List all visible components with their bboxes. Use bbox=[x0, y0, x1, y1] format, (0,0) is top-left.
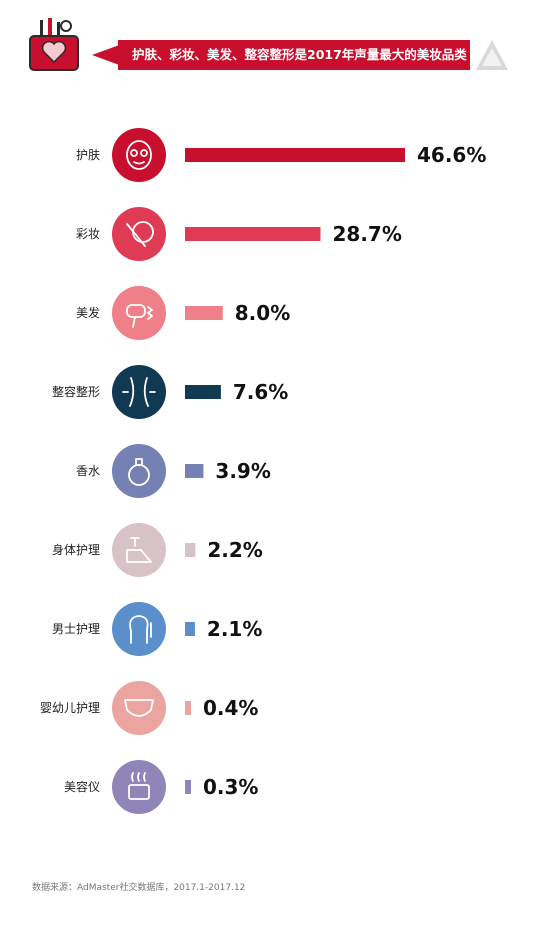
bar bbox=[185, 464, 204, 478]
bar bbox=[185, 622, 195, 636]
category-label: 美容仪 bbox=[64, 779, 100, 794]
bar bbox=[185, 780, 191, 794]
face-mask-icon bbox=[112, 128, 166, 182]
category-label: 香水 bbox=[76, 464, 100, 478]
value-label: 7.6% bbox=[233, 380, 288, 404]
bar bbox=[185, 148, 405, 162]
bar bbox=[185, 306, 223, 320]
page-title: 护肤、彩妆、美发、整容整形是2017年声量最大的美妆品类 bbox=[118, 40, 470, 70]
bar bbox=[185, 701, 191, 715]
foot-care-icon bbox=[112, 523, 166, 577]
category-label: 婴幼儿护理 bbox=[40, 701, 100, 715]
perfume-bottle-icon bbox=[112, 444, 166, 498]
diaper-icon bbox=[112, 681, 166, 735]
data-source-note: 数据来源：AdMaster社交数据库，2017.1-2017.12 bbox=[32, 883, 246, 893]
makeup-bag-icon bbox=[29, 18, 79, 71]
category-label: 护肤 bbox=[76, 147, 100, 162]
category-label: 整容整形 bbox=[52, 384, 100, 399]
value-label: 2.2% bbox=[207, 538, 262, 562]
hair-dryer-icon bbox=[112, 286, 166, 340]
value-label: 46.6% bbox=[417, 143, 486, 167]
value-label: 2.1% bbox=[207, 617, 262, 641]
body-contour-icon bbox=[112, 365, 166, 419]
makeup-brush-icon bbox=[112, 207, 166, 261]
bar bbox=[185, 543, 196, 557]
value-label: 0.4% bbox=[203, 696, 258, 720]
value-label: 3.9% bbox=[215, 459, 270, 483]
value-label: 8.0% bbox=[235, 301, 290, 325]
beauty-device-icon bbox=[112, 760, 166, 814]
header: 护肤、彩妆、美发、整容整形是2017年声量最大的美妆品类 bbox=[0, 0, 540, 90]
category-label: 男士护理 bbox=[52, 622, 100, 636]
brand-logo-icon bbox=[476, 40, 508, 70]
bar bbox=[185, 227, 321, 241]
category-label: 身体护理 bbox=[52, 542, 100, 557]
value-label: 28.7% bbox=[332, 222, 401, 246]
value-label: 0.3% bbox=[203, 775, 258, 799]
category-label: 美发 bbox=[76, 305, 100, 320]
bar bbox=[185, 385, 221, 399]
man-profile-icon bbox=[112, 602, 166, 656]
category-label: 彩妆 bbox=[76, 227, 100, 241]
